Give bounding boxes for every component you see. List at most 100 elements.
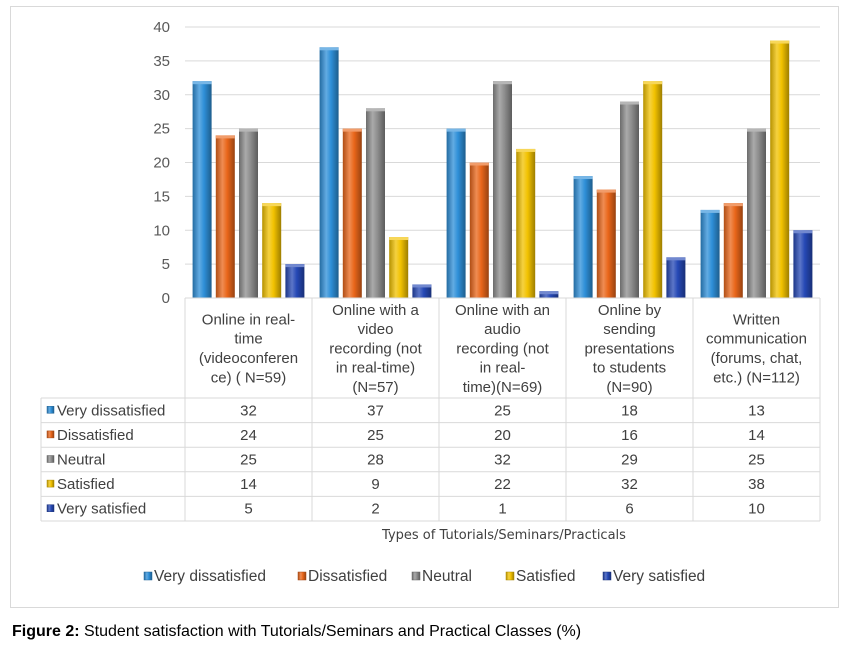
table-row-label: Dissatisfied	[57, 427, 134, 444]
bar	[366, 108, 385, 298]
y-tick-label: 35	[153, 53, 170, 70]
y-tick-label: 30	[153, 87, 170, 104]
bar-top	[747, 128, 766, 132]
y-tick-label: 25	[153, 121, 170, 138]
table-row-label: Satisfied	[57, 476, 115, 493]
table-legend-key	[46, 455, 55, 463]
category-label: in real-time)	[336, 360, 415, 377]
table-cell-value: 25	[748, 452, 765, 469]
bar	[319, 47, 339, 299]
table-cell-value: 25	[367, 427, 384, 444]
bar-top	[700, 209, 720, 213]
chart-frame: 0 5 10 15 20 25 30 35 40 Online in real-time (vide…	[10, 6, 839, 608]
table-cell-value: 6	[625, 501, 633, 518]
bar-top	[723, 203, 743, 207]
bar-top	[539, 291, 559, 295]
caption-text: Student satisfaction with Tutorials/Semi…	[79, 623, 582, 640]
legend-swatch	[602, 571, 612, 581]
category-label: recording (not	[456, 340, 549, 357]
table-cell-value: 9	[371, 476, 379, 493]
table-row-label: Neutral	[57, 452, 105, 469]
legend-label: Very dissatisfied	[154, 568, 266, 585]
table-row-label: Very dissatisfied	[57, 402, 165, 419]
bar	[723, 203, 743, 298]
bar	[493, 81, 512, 298]
bar	[342, 128, 362, 298]
table-cell-value: 38	[748, 476, 765, 493]
y-tick-label: 0	[162, 290, 170, 307]
table-legend-key	[46, 479, 55, 488]
category-label: in real-	[480, 360, 526, 377]
table-cell-value: 5	[244, 501, 252, 518]
category-label: Online with an	[455, 302, 550, 319]
figure-caption: Figure 2: Student satisfaction with Tuto…	[12, 623, 581, 641]
table-cell-value: 13	[748, 402, 765, 419]
bar	[516, 148, 536, 298]
bar	[666, 257, 686, 298]
table-cell-value: 14	[240, 476, 257, 493]
bar	[239, 128, 258, 298]
bar	[539, 291, 559, 298]
bar-top	[666, 257, 686, 261]
caption-label: Figure 2:	[12, 623, 80, 640]
bar-top	[516, 148, 536, 152]
bar-top	[793, 230, 813, 234]
category-label: audio	[484, 321, 521, 338]
category-label: (forums, chat,	[711, 350, 803, 367]
category-label: recording (not	[329, 340, 422, 357]
bar-top	[770, 40, 790, 44]
x-axis-title: Types of Tutorials/Seminars/Practicals	[381, 528, 626, 543]
bar	[389, 237, 409, 298]
table-legend-key	[46, 406, 55, 414]
bar	[192, 81, 212, 298]
table-cell-value: 2	[371, 501, 379, 518]
bar	[793, 230, 813, 298]
category-label: to students	[593, 360, 666, 377]
bar-top	[643, 81, 663, 85]
y-tick-label: 40	[153, 19, 170, 36]
category-label: sending	[603, 321, 656, 338]
legend-label: Neutral	[422, 568, 472, 585]
category-label: presentations	[584, 340, 674, 357]
category-label: (videoconferen	[199, 350, 298, 367]
bar-top	[446, 128, 466, 132]
bar	[747, 128, 766, 298]
table-cell-value: 14	[748, 427, 765, 444]
category-label: (N=90)	[606, 379, 652, 396]
table-cell-value: 37	[367, 402, 384, 419]
bar-top	[215, 135, 235, 139]
bar-top	[262, 203, 282, 207]
bar-top	[342, 128, 362, 132]
bar-top	[239, 128, 258, 132]
category-label: communication	[706, 331, 807, 348]
bar-top	[389, 237, 409, 241]
category-label: Written	[733, 311, 780, 328]
bar	[469, 162, 489, 298]
table-legend-key	[46, 504, 55, 512]
bar	[412, 284, 432, 298]
bar-top	[469, 162, 489, 166]
legend-swatch	[297, 571, 307, 581]
table-cell-value: 32	[240, 402, 257, 419]
category-label: ce) ( N=59)	[211, 369, 286, 386]
bar	[215, 135, 235, 298]
bar	[770, 40, 790, 299]
legend-label: Very satisfied	[613, 568, 705, 585]
table-cell-value: 28	[367, 452, 384, 469]
legend-label: Dissatisfied	[308, 568, 387, 585]
bar-top	[366, 108, 385, 112]
bar-top	[285, 264, 305, 268]
table-cell-value: 25	[240, 452, 257, 469]
legend-swatch	[505, 571, 515, 581]
bar	[620, 101, 639, 299]
y-tick-label: 20	[153, 155, 170, 172]
table-cell-value: 25	[494, 402, 511, 419]
category-label: Online with a	[332, 302, 419, 319]
category-label: (N=57)	[352, 379, 398, 396]
bar	[643, 81, 663, 298]
y-tick-label: 5	[162, 256, 170, 273]
table-cell-value: 32	[494, 452, 511, 469]
table-cell-value: 18	[621, 402, 638, 419]
category-label: Online in real-	[202, 311, 295, 328]
bar	[262, 203, 282, 298]
